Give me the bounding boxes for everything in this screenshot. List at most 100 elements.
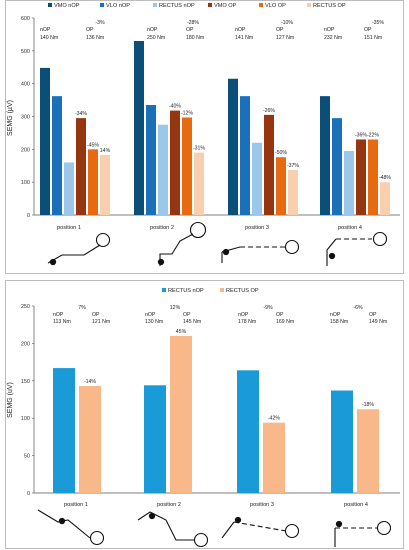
nop-torque-value: 141 Nm [235, 35, 253, 41]
op-label: OP [364, 27, 372, 33]
nop-label: nOP [235, 27, 246, 33]
torque-change-pct: 7% [78, 305, 86, 311]
nop-label: nOP [324, 27, 335, 33]
bar-data-label: -31% [193, 146, 205, 152]
nop-torque-value: 178 Nm [238, 319, 256, 325]
op-torque-value: 127 Nm [276, 35, 294, 41]
torque-change-pct: -35% [372, 20, 384, 26]
bar-data-label: -48% [379, 175, 391, 181]
category-label: position 4 [344, 502, 368, 508]
bar [146, 105, 156, 215]
legend-swatch [100, 3, 104, 7]
nop-torque-value: 140 Nm [40, 35, 58, 41]
op-torque-value: 149 Nm [369, 319, 387, 325]
bar-data-label: -42% [268, 416, 280, 422]
nop-torque-value: 250 Nm [147, 35, 165, 41]
bar [356, 139, 366, 215]
y-tick-label: 100 [21, 416, 30, 422]
torque-change-pct: 12% [170, 305, 181, 311]
torque-change-pct: -9% [263, 305, 273, 311]
bar-data-label: -37% [287, 163, 299, 169]
bar-data-label: -14% [84, 379, 96, 385]
y-tick-label: 250 [21, 304, 30, 310]
category-label: position 2 [157, 502, 181, 508]
bar [332, 118, 342, 215]
bar [380, 182, 390, 215]
legend-label: VMO OP [214, 3, 237, 9]
y-axis-label: SEMG (uV) [7, 382, 14, 418]
op-torque-value: 136 Nm [86, 35, 104, 41]
bar [276, 157, 286, 215]
nop-label: nOP [53, 312, 64, 318]
category-label: position 1 [64, 502, 88, 508]
bar-data-label: -18% [362, 402, 374, 408]
y-tick-label: 300 [21, 115, 30, 121]
torque-change-pct: -6% [353, 305, 363, 311]
bar-data-label: -22% [367, 132, 379, 138]
bar [64, 162, 74, 215]
bar-data-label: -26% [263, 108, 275, 114]
bar-data-label: 45% [176, 329, 187, 335]
knee-position-3-icon [221, 516, 300, 539]
y-tick-label: 200 [21, 147, 30, 153]
nop-label: nOP [147, 27, 158, 33]
nop-label: nOP [145, 312, 156, 318]
nop-torque-value: 158 Nm [330, 319, 348, 325]
bar [252, 142, 262, 215]
top-chart: 0 100 200 300 400 500 600 SEMG (µV) VMO nOP VLO n… [7, 3, 400, 231]
legend-label: RECTUS OP [313, 3, 346, 9]
bar-data-label: -50% [275, 150, 287, 156]
op-label: OP [186, 27, 194, 33]
y-tick-label: 50 [24, 454, 30, 460]
category-label: position 1 [57, 225, 81, 231]
bar [53, 368, 75, 493]
legend-label: RECTUS OP [226, 288, 259, 294]
knee-position-2-icon [157, 221, 207, 266]
legend-swatch [153, 3, 157, 7]
op-torque-value: 169 Nm [276, 319, 294, 325]
category-label: position 3 [245, 225, 269, 231]
bar [134, 40, 144, 215]
knee-position-1-icon [47, 232, 111, 266]
knee-position-4-icon [334, 520, 392, 547]
bar [170, 110, 180, 215]
bottom-chart: 0 50 100 150 200 250 SEMG (uV) RECTUS nOP RECTUS… [7, 288, 400, 508]
torque-change-pct: -28% [187, 20, 199, 26]
top-panel-frame [5, 0, 404, 274]
op-label: OP [276, 27, 284, 33]
torque-change-pct: -3% [95, 20, 105, 26]
legend-label: RECTUS nOP [159, 3, 195, 9]
legend-label: VMO nOP [54, 3, 80, 9]
bar [194, 152, 204, 215]
bar [320, 96, 330, 215]
op-torque-value: 151 Nm [364, 35, 382, 41]
y-tick-label: 150 [21, 379, 30, 385]
bar-data-label: -34% [75, 111, 87, 117]
y-tick-label: 500 [21, 49, 30, 55]
bottom-panel-frame [5, 280, 404, 549]
bar [40, 67, 50, 215]
bar [331, 390, 353, 493]
legend-swatch [48, 3, 52, 7]
op-label: OP [276, 312, 284, 318]
bar [263, 422, 285, 493]
nop-torque-value: 130 Nm [145, 319, 163, 325]
op-label: OP [183, 312, 191, 318]
bar-data-label: -12% [181, 110, 193, 116]
knee-diagrams-bottom [37, 509, 392, 548]
category-label: position 4 [338, 225, 362, 231]
bar [264, 114, 274, 215]
legend-label: VLO nOP [106, 3, 130, 9]
bar [182, 117, 192, 215]
legend-label: VLO OP [265, 3, 286, 9]
legend-swatch [208, 3, 212, 7]
bar [240, 96, 250, 215]
bar-data-label: -45% [87, 142, 99, 148]
bar [170, 335, 192, 493]
legend-swatch [162, 288, 166, 292]
y-tick-label: 600 [21, 16, 30, 22]
nop-label: nOP [330, 312, 341, 318]
op-label: OP [92, 312, 100, 318]
y-axis-label: SEMG (µV) [7, 100, 14, 136]
